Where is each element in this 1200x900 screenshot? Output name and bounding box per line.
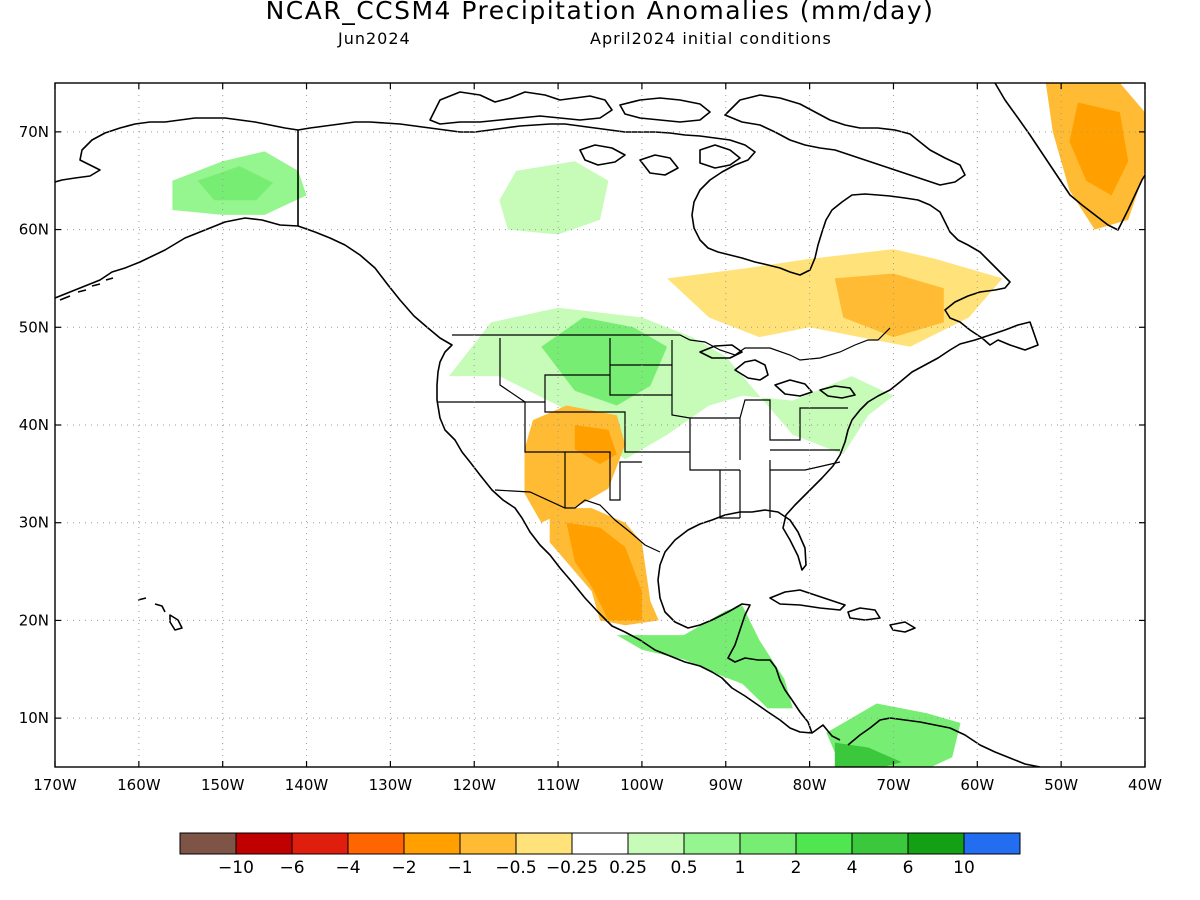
colorbar-swatch [963, 832, 1021, 855]
colorbar-label: 4 [847, 858, 858, 878]
lon-label: 170W [33, 776, 77, 794]
lon-label: 150W [201, 776, 245, 794]
colorbar-label: 2 [791, 858, 802, 878]
lon-label: 40W [1128, 776, 1162, 794]
lon-label: 110W [536, 776, 580, 794]
colorbar-swatch [403, 832, 461, 855]
lat-label: 70N [19, 123, 49, 141]
colorbar-swatch [235, 832, 293, 855]
caribbean-islands [769, 589, 916, 633]
anomaly-region-9 [616, 605, 793, 709]
colorbar [179, 832, 1021, 855]
colorbar-label: −10 [218, 858, 254, 878]
state-borders [437, 327, 891, 553]
colorbar-label: −0.25 [546, 858, 598, 878]
colorbar-label: 1 [735, 858, 746, 878]
colorbar-swatch [459, 832, 517, 855]
colorbar-swatch [739, 832, 797, 855]
lat-label: 40N [19, 416, 49, 434]
init-conditions-label: April2024 initial conditions [590, 29, 832, 48]
colorbar-labels: −10 −6 −4 −2 −1 −0.5 −0.25 0.25 0.5 1 2 4 6 10 [218, 858, 975, 878]
colorbar-swatch [683, 832, 741, 855]
lat-label: 50N [19, 318, 49, 336]
lat-label: 10N [19, 709, 49, 727]
colorbar-swatch [907, 832, 965, 855]
lat-label: 60N [19, 221, 49, 239]
lon-label: 60W [960, 776, 994, 794]
us-canada-border [452, 327, 891, 361]
anomaly-region-4 [541, 317, 668, 406]
colorbar-label: 6 [903, 858, 914, 878]
colorbar-label: −0.5 [495, 858, 536, 878]
anomaly-shading [172, 83, 1145, 767]
colorbar-label: 10 [953, 858, 975, 878]
colorbar-swatch [795, 832, 853, 855]
colorbar-swatch [627, 832, 685, 855]
us-state-lines [437, 338, 848, 519]
colorbar-label: −6 [279, 858, 304, 878]
hawaii-islands [137, 597, 183, 631]
colorbar-label: 0.25 [609, 858, 647, 878]
colorbar-swatch [291, 832, 349, 855]
lon-label: 100W [620, 776, 664, 794]
colorbar-label: −2 [391, 858, 416, 878]
map-title: NCAR_CCSM4 Precipitation Anomalies (mm/d… [265, 0, 935, 25]
lon-label: 70W [877, 776, 911, 794]
anomaly-region-6 [574, 425, 617, 465]
colorbar-swatch [571, 832, 629, 855]
anomaly-region-13 [1069, 102, 1129, 196]
coastlines [55, 83, 1145, 767]
colorbar-swatch [851, 832, 909, 855]
lat-label: 30N [19, 514, 49, 532]
colorbar-label: 0.5 [670, 858, 697, 878]
lon-label: 120W [452, 776, 496, 794]
anomaly-region-15 [834, 742, 902, 767]
colorbar-swatch [347, 832, 405, 855]
lon-label: 160W [117, 776, 161, 794]
lon-label: 130W [369, 776, 413, 794]
lon-label: 80W [793, 776, 827, 794]
colorbar-swatch [179, 832, 237, 855]
lon-label: 140W [285, 776, 329, 794]
anomaly-region-2 [499, 161, 609, 235]
colorbar-label: −4 [335, 858, 360, 878]
colorbar-swatch [515, 832, 573, 855]
colorbar-label: −1 [447, 858, 472, 878]
anomaly-region-8 [566, 522, 642, 621]
graticule [55, 83, 1145, 767]
lon-label: 50W [1044, 776, 1078, 794]
lat-label: 20N [19, 611, 49, 629]
axis-labels: 170W 160W 150W 140W 130W 120W 110W 100W 90W 80W 70… [19, 123, 1162, 794]
anomaly-region-10 [667, 249, 1003, 347]
us-mexico-border [494, 489, 661, 553]
anomaly-region-1 [197, 166, 273, 201]
anomaly-region-11 [834, 273, 944, 338]
great-lakes [699, 344, 856, 399]
arctic-islands [429, 83, 1145, 231]
aleutian-islands [59, 277, 114, 301]
lon-label: 90W [709, 776, 743, 794]
north-america-coastline [55, 117, 1041, 767]
axis-ticks [54, 83, 1146, 767]
target-month-label: Jun2024 [338, 29, 411, 48]
